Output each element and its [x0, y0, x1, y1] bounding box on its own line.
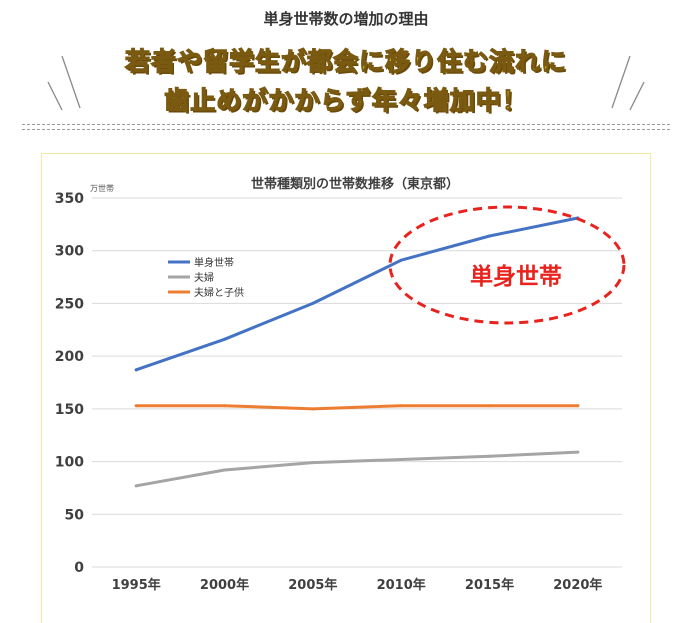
x-tick-label-3: 2010年 [377, 577, 426, 593]
annotation-label: 単身世帯 [470, 263, 562, 290]
series-line-single-point-2 [311, 301, 315, 305]
x-tick-label-5: 2020年 [553, 577, 602, 593]
series-line-couple-point-0 [134, 484, 138, 488]
series-line-couple-children [134, 404, 580, 411]
x-tick-label-4: 2015年 [465, 577, 514, 593]
series-line-couple-children-point-5 [576, 404, 580, 408]
headline-line-1: 若者や留学生が都会に移り住む流れに [124, 46, 567, 76]
series-line-couple-children-point-2 [311, 407, 315, 411]
y-axis-unit-label: 万世帯 [90, 183, 114, 193]
divider-dashed-top [22, 124, 670, 125]
chart-frame [41, 153, 651, 623]
series-line-couple-children-point-4 [488, 404, 491, 408]
x-tick-label-1: 2000年 [200, 577, 249, 593]
series-line-couple-point-1 [223, 468, 226, 472]
series-line-single-point-3 [399, 258, 403, 262]
y-tick-label-50: 50 [65, 507, 85, 523]
y-tick-label-100: 100 [55, 455, 84, 471]
divider-dashed-bottom [22, 129, 670, 130]
series-line-single [134, 216, 580, 372]
y-tick-label-350: 350 [55, 191, 84, 207]
series-line-single-point-0 [134, 368, 138, 372]
y-tick-label-0: 0 [74, 560, 84, 576]
legend-label-2: 夫婦と子供 [194, 286, 244, 299]
series-line-couple-children-point-0 [134, 404, 138, 408]
decorative-slashes [47, 55, 645, 111]
y-tick-label-200: 200 [55, 349, 84, 365]
series-line-couple [134, 450, 580, 488]
series-line-couple-point-2 [311, 461, 315, 465]
legend-label-0: 単身世帯 [194, 256, 234, 269]
x-tick-label-2: 2005年 [288, 577, 337, 593]
series-line-couple-point-3 [399, 457, 403, 461]
page-subtitle: 単身世帯数の増加の理由 [263, 10, 429, 28]
series-line-couple-point-4 [488, 454, 491, 458]
annotation-dashed-ellipse [388, 205, 626, 325]
series-line-couple-children-point-3 [399, 404, 403, 408]
y-tick-label-250: 250 [55, 296, 84, 312]
y-tick-label-300: 300 [55, 244, 84, 260]
headline-line-2: 歯止めがかからず年々増加中！ [164, 85, 528, 115]
legend-label-1: 夫婦 [194, 272, 214, 284]
x-tick-label-0: 1995年 [112, 577, 161, 593]
series-line-single-point-1 [223, 337, 226, 341]
series-line-couple-point-5 [576, 450, 580, 454]
y-tick-label-150: 150 [55, 402, 84, 418]
chart-title: 世帯種類別の世帯数推移（東京都） [251, 176, 459, 192]
series-line-single-point-4 [488, 234, 491, 238]
series-line-couple-children-point-1 [223, 404, 226, 408]
